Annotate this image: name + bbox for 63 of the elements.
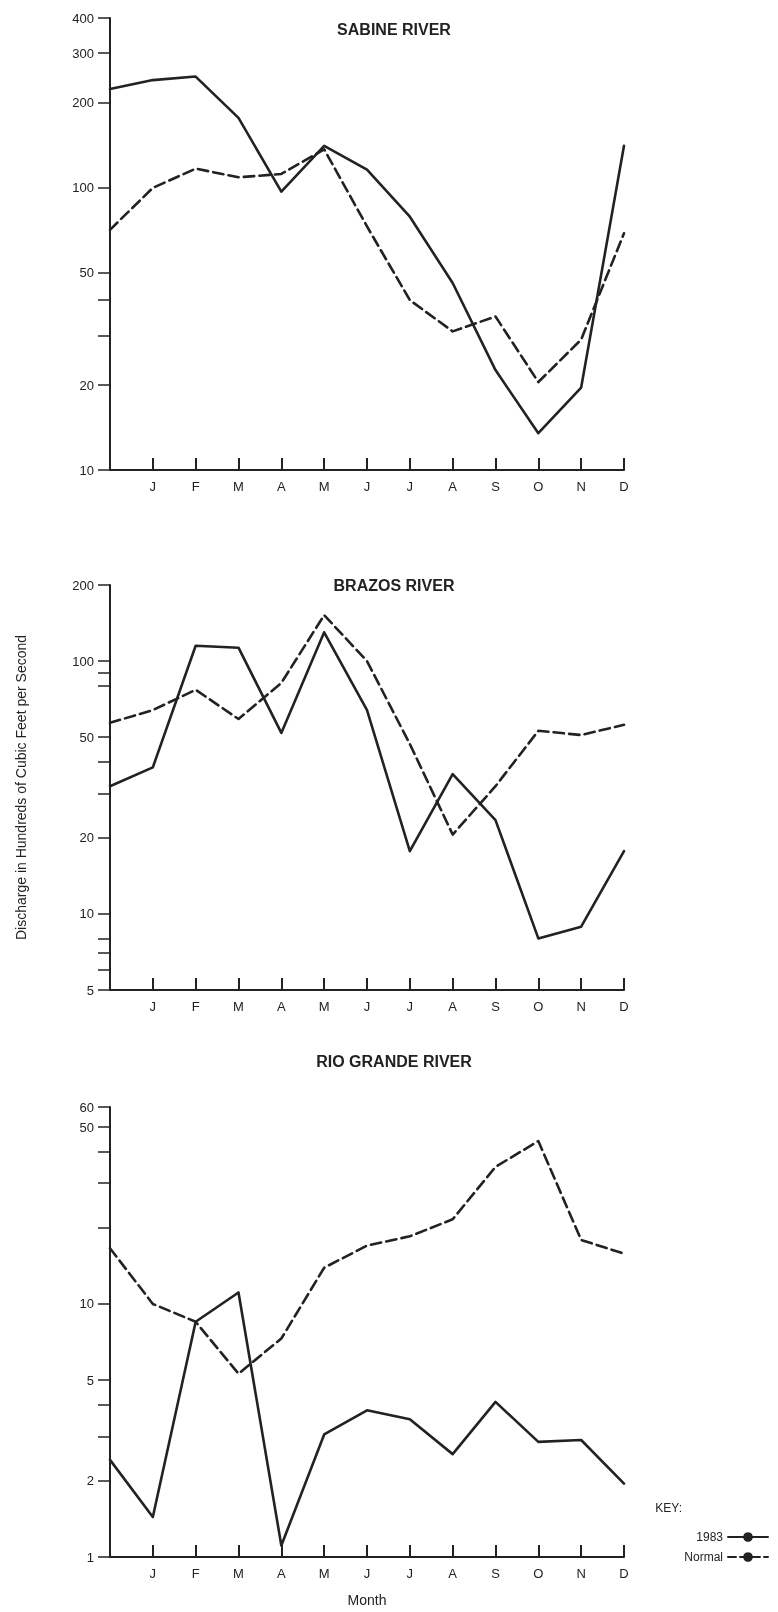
y-tick-label: 300 (72, 45, 94, 61)
chart-title: BRAZOS RIVER (333, 576, 455, 594)
y-tick-label: 20 (79, 830, 94, 846)
x-tick-label: A (277, 999, 286, 1014)
x-tick-label: F (191, 999, 200, 1014)
y-tick-label: 10 (79, 906, 94, 922)
y-tick-label: 2 (86, 1473, 94, 1489)
x-tick-label: J (363, 1566, 371, 1581)
x-tick-label: J (149, 1566, 157, 1581)
x-tick-label: M (233, 1566, 244, 1581)
x-tick-label: A (277, 479, 286, 494)
x-tick-label: A (448, 1566, 458, 1581)
y-tick-label: 1 (86, 1549, 94, 1565)
x-tick-label: D (619, 999, 629, 1014)
y-tick-label: 20 (79, 377, 94, 393)
legend-label: Normal (684, 1550, 723, 1564)
x-tick-label: D (619, 1566, 629, 1581)
y-tick-label: 200 (72, 95, 94, 111)
x-tick-label: M (318, 479, 330, 494)
y-tick-label: 5 (86, 1372, 94, 1388)
x-tick-label: O (533, 479, 544, 494)
x-tick-label: J (363, 479, 371, 494)
y-tick-label: 50 (79, 729, 94, 745)
x-tick-label: S (491, 999, 501, 1014)
x-tick-label: N (576, 999, 586, 1014)
x-axis-title: Month (347, 1592, 387, 1608)
y-tick-label: 10 (79, 1296, 94, 1312)
x-tick-label: O (533, 999, 544, 1014)
x-tick-label: J (363, 999, 371, 1014)
y-tick-label: 400 (72, 10, 94, 26)
y-tick-label: 200 (72, 577, 94, 593)
x-tick-label: J (149, 479, 157, 494)
x-tick-label: D (619, 479, 629, 494)
legend-label: 1983 (696, 1530, 724, 1544)
x-tick-label: N (576, 1566, 586, 1581)
x-tick-label: M (233, 999, 244, 1014)
x-tick-label: N (576, 479, 586, 494)
x-tick-label: O (533, 1566, 544, 1581)
x-tick-label: J (406, 999, 414, 1014)
x-tick-label: M (318, 999, 330, 1014)
x-tick-label: F (191, 479, 200, 494)
chart-title: SABINE RIVER (337, 20, 452, 38)
y-tick-label: 50 (79, 265, 94, 281)
y-tick-label: 5 (86, 982, 94, 998)
x-tick-label: M (318, 1566, 330, 1581)
y-tick-label: 10 (79, 462, 94, 478)
x-tick-label: J (406, 479, 414, 494)
x-tick-label: A (448, 479, 458, 494)
x-tick-label: A (277, 1566, 286, 1581)
x-tick-label: F (191, 1566, 200, 1581)
legend-title: KEY: (655, 1501, 682, 1515)
x-tick-label: J (406, 1566, 414, 1581)
x-tick-label: J (149, 999, 157, 1014)
y-tick-label: 60 (79, 1099, 94, 1115)
y-tick-label: 100 (72, 180, 94, 196)
chart-title: RIO GRANDE RIVER (316, 1052, 473, 1070)
y-tick-label: 100 (72, 653, 94, 669)
y-axis-title: Discharge in Hundreds of Cubic Feet per Second (13, 634, 29, 941)
x-tick-label: S (491, 1566, 501, 1581)
y-tick-label: 50 (79, 1119, 94, 1135)
x-tick-label: S (491, 479, 501, 494)
x-tick-label: M (233, 479, 244, 494)
x-tick-label: A (448, 999, 458, 1014)
